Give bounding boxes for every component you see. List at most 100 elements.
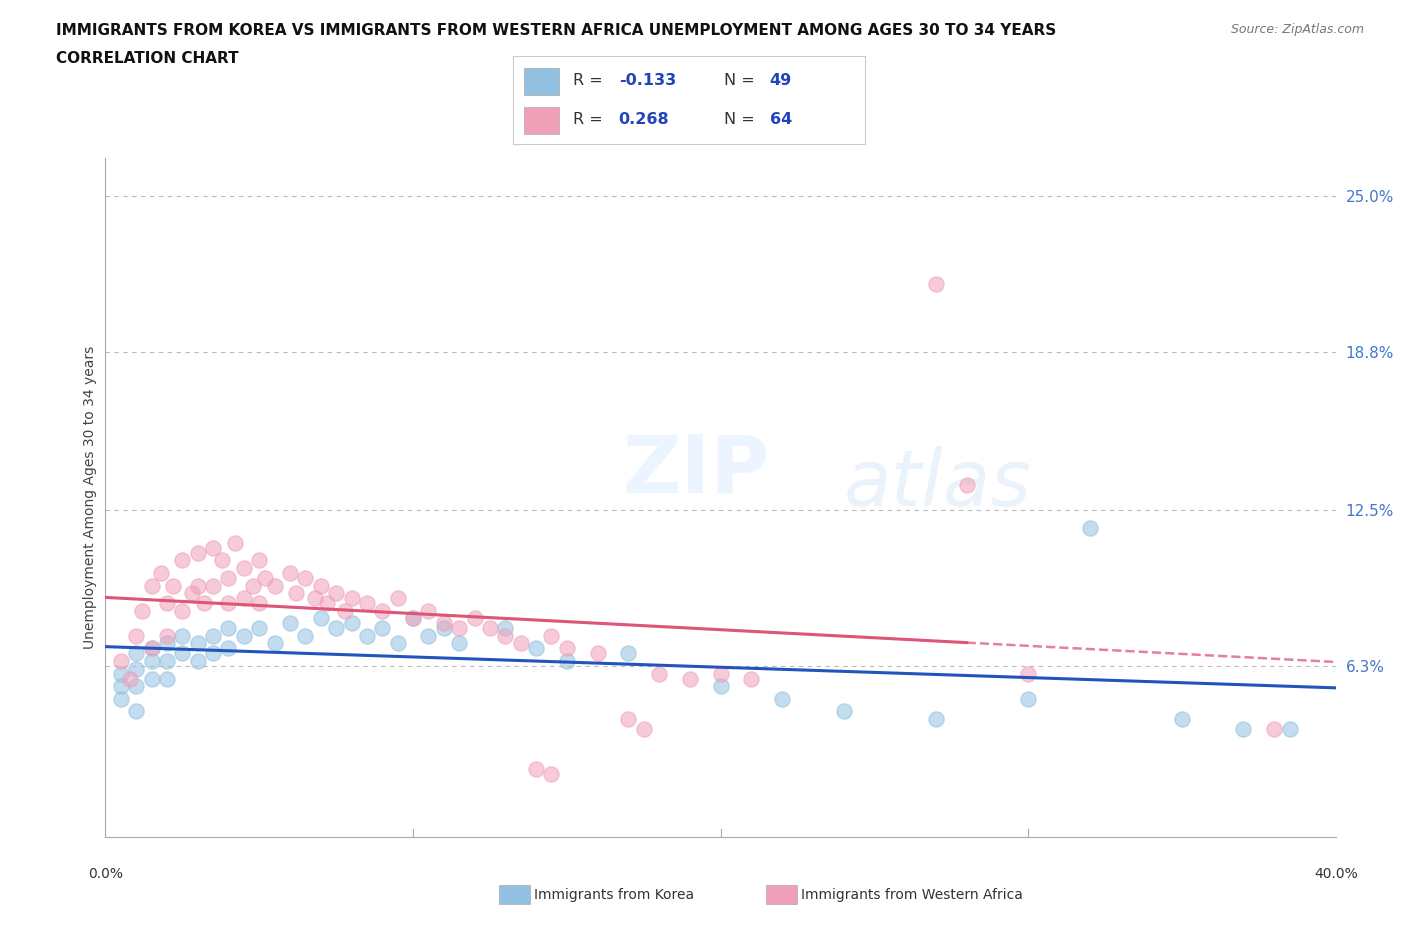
Point <box>202 629 225 644</box>
Bar <box>523 68 558 95</box>
Point <box>202 646 225 661</box>
Point <box>156 596 179 611</box>
Point <box>1263 722 1285 737</box>
Point <box>141 654 163 669</box>
Text: ZIP: ZIP <box>621 432 769 510</box>
Point <box>125 679 148 694</box>
Point <box>387 636 409 651</box>
Point <box>1017 691 1039 706</box>
Bar <box>523 107 558 134</box>
Point <box>478 621 501 636</box>
Point <box>617 646 640 661</box>
Point <box>494 621 516 636</box>
Point <box>263 636 285 651</box>
Point <box>586 646 609 661</box>
Point <box>110 654 132 669</box>
Point <box>149 565 172 580</box>
Point <box>1171 711 1194 726</box>
Point <box>770 691 793 706</box>
Point <box>1078 520 1101 535</box>
Text: 49: 49 <box>769 73 792 88</box>
Point <box>263 578 285 593</box>
Point <box>524 762 547 777</box>
Point <box>710 666 733 681</box>
Point <box>125 661 148 676</box>
Y-axis label: Unemployment Among Ages 30 to 34 years: Unemployment Among Ages 30 to 34 years <box>83 346 97 649</box>
Point <box>1232 722 1254 737</box>
Point <box>956 477 979 492</box>
Point <box>254 571 277 586</box>
Point <box>278 616 301 631</box>
Point <box>740 671 762 686</box>
Point <box>110 679 132 694</box>
Point <box>356 596 378 611</box>
Point <box>294 571 316 586</box>
Point <box>387 591 409 605</box>
Point <box>218 571 240 586</box>
Point <box>464 611 486 626</box>
Point <box>679 671 702 686</box>
Point <box>340 591 363 605</box>
Point <box>247 596 270 611</box>
Point <box>125 646 148 661</box>
Point <box>309 578 332 593</box>
Point <box>156 636 179 651</box>
Point <box>555 654 578 669</box>
Point <box>402 611 425 626</box>
Point <box>141 641 163 656</box>
Point <box>278 565 301 580</box>
Point <box>418 629 440 644</box>
Point <box>304 591 326 605</box>
Point <box>242 578 264 593</box>
Point <box>555 641 578 656</box>
Point <box>187 545 209 560</box>
Point <box>125 629 148 644</box>
Text: N =: N = <box>724 112 761 126</box>
Point <box>110 666 132 681</box>
Point <box>925 711 948 726</box>
Point <box>247 621 270 636</box>
Point <box>540 629 562 644</box>
Point <box>110 691 132 706</box>
Point <box>433 621 456 636</box>
Point <box>172 646 194 661</box>
Text: N =: N = <box>724 73 761 88</box>
Point <box>648 666 671 681</box>
Point <box>325 586 347 601</box>
Point <box>172 629 194 644</box>
Point <box>617 711 640 726</box>
Point <box>180 586 202 601</box>
Point <box>540 766 562 781</box>
Point <box>211 553 233 568</box>
Point <box>1017 666 1039 681</box>
Point <box>925 276 948 291</box>
Text: 40.0%: 40.0% <box>1313 867 1358 881</box>
Point <box>202 540 225 555</box>
Point <box>710 679 733 694</box>
Text: Immigrants from Korea: Immigrants from Korea <box>534 887 695 902</box>
Point <box>162 578 184 593</box>
Point <box>156 654 179 669</box>
Point <box>433 616 456 631</box>
Point <box>187 578 209 593</box>
Point <box>218 621 240 636</box>
Point <box>371 621 394 636</box>
Point <box>156 629 179 644</box>
Point <box>418 604 440 618</box>
Point <box>224 536 246 551</box>
Point <box>218 596 240 611</box>
Text: 0.0%: 0.0% <box>89 867 122 881</box>
Point <box>131 604 153 618</box>
Text: Source: ZipAtlas.com: Source: ZipAtlas.com <box>1230 23 1364 36</box>
Text: Immigrants from Western Africa: Immigrants from Western Africa <box>801 887 1024 902</box>
Point <box>232 591 254 605</box>
Point <box>141 671 163 686</box>
Text: 0.268: 0.268 <box>619 112 669 126</box>
Text: CORRELATION CHART: CORRELATION CHART <box>56 51 239 66</box>
Point <box>309 611 332 626</box>
Text: IMMIGRANTS FROM KOREA VS IMMIGRANTS FROM WESTERN AFRICA UNEMPLOYMENT AMONG AGES : IMMIGRANTS FROM KOREA VS IMMIGRANTS FROM… <box>56 23 1056 38</box>
Text: R =: R = <box>574 73 607 88</box>
Point <box>141 578 163 593</box>
Point <box>172 604 194 618</box>
Point <box>1278 722 1301 737</box>
